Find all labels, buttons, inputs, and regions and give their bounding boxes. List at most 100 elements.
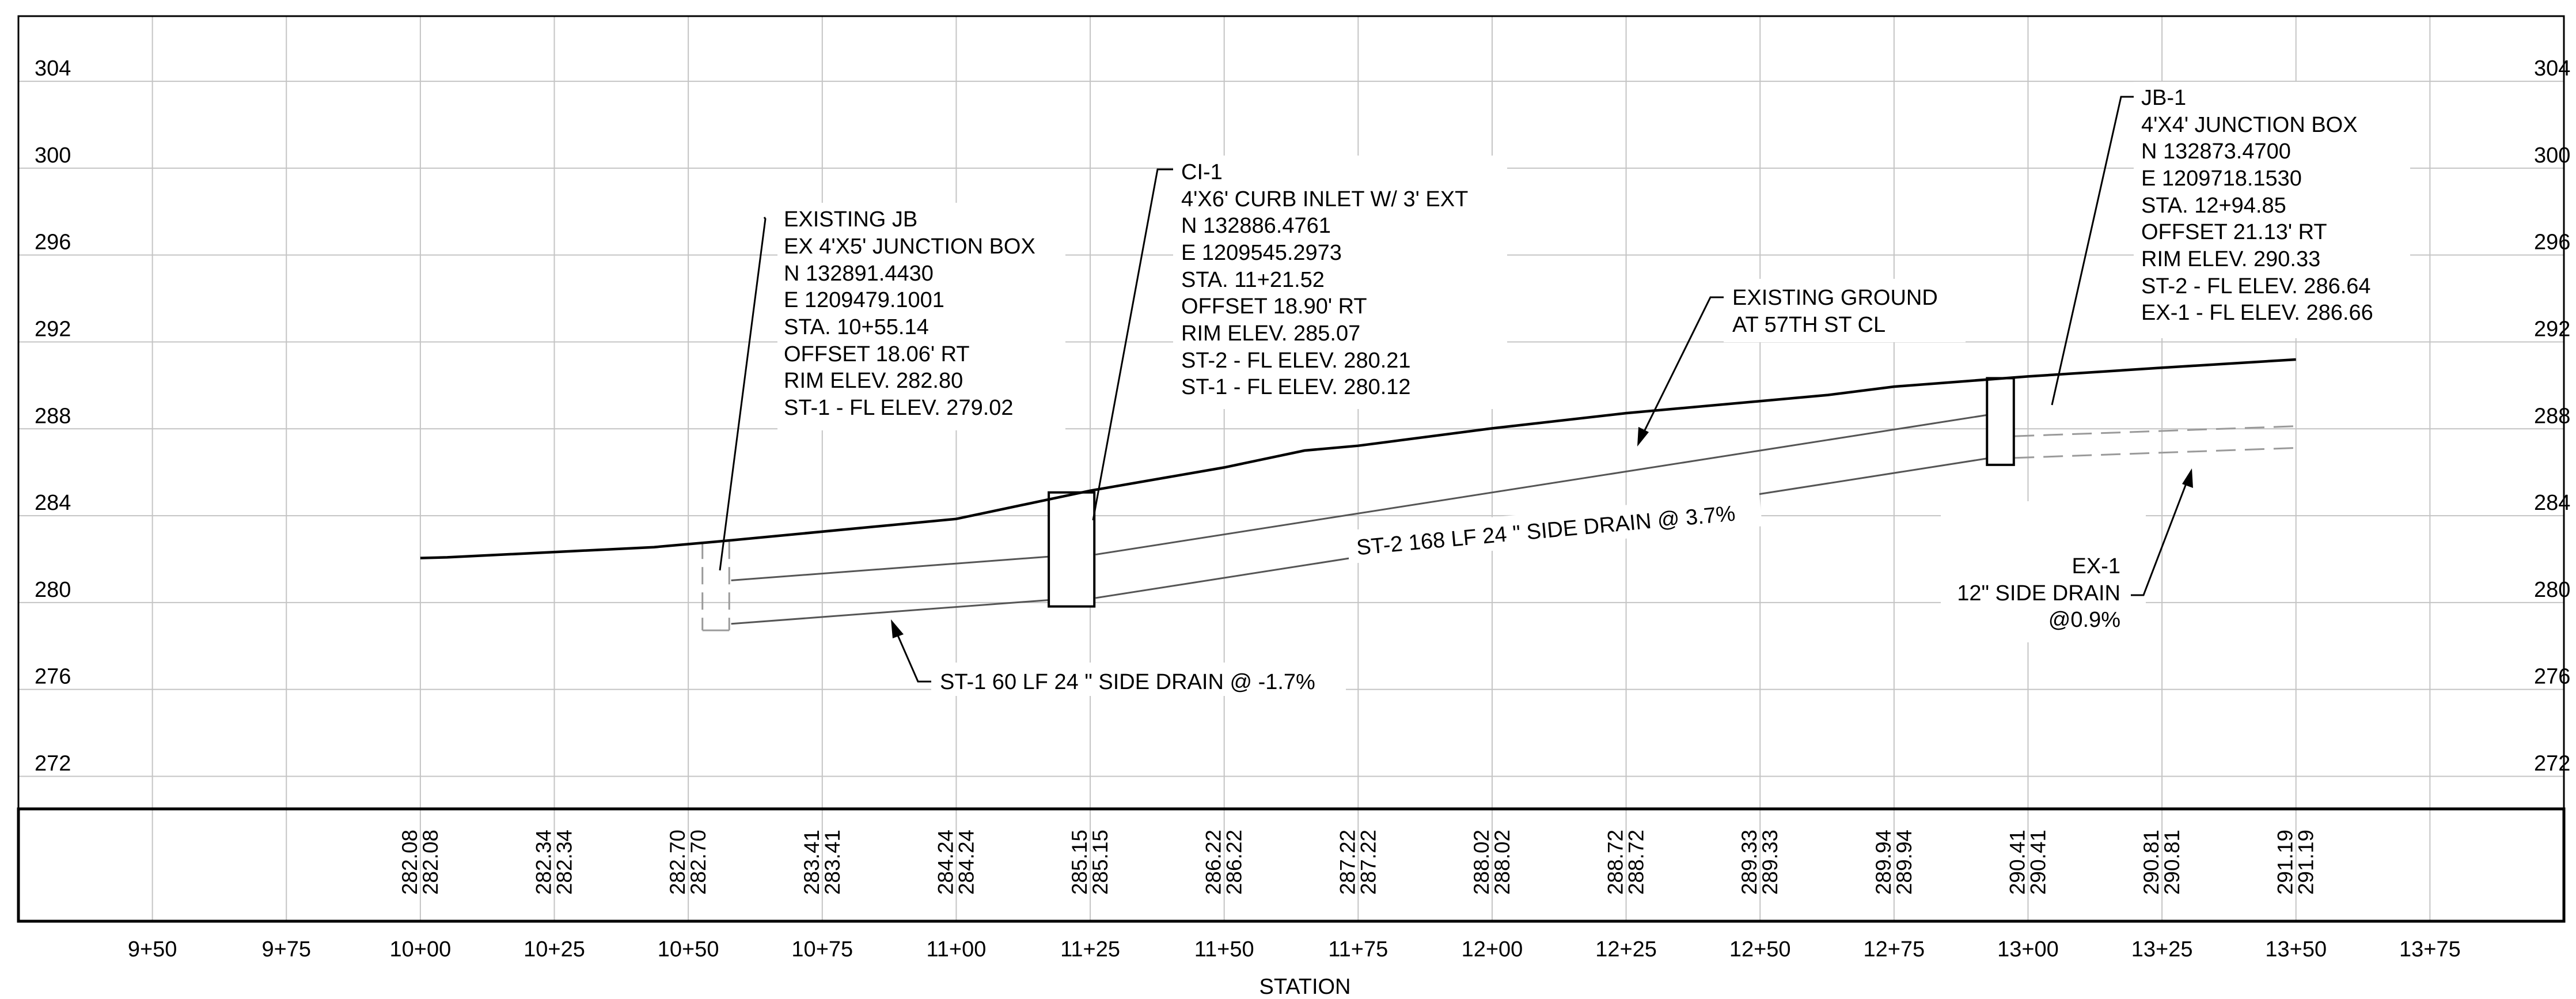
elevation-label-mask (2527, 314, 2564, 341)
callout-jb-1-line: JB-1 (2141, 86, 2186, 110)
callout-existing-jb-line: E 1209479.1001 (784, 288, 944, 312)
station-tick-label: 12+25 (1595, 937, 1657, 962)
elevation-tick-label-left: 296 (35, 230, 71, 255)
elevation-label-mask (28, 227, 77, 254)
proposed-elevation-value: 284.24 (954, 830, 978, 895)
callout-ex-1-arrowhead (2182, 468, 2193, 488)
existing-elevation-value: 282.34 (532, 830, 556, 895)
station-tick-label: 12+75 (1863, 937, 1925, 962)
existing-elevation-value: 283.41 (800, 830, 824, 895)
proposed-elevation-value: 288.02 (1490, 830, 1514, 895)
callout-existing-jb-mask (777, 203, 1065, 430)
callout-jb-1-mask (2134, 82, 2410, 338)
st-1-label-arrowhead (891, 619, 904, 638)
callout-existing-jb-leader (719, 217, 767, 571)
station-tick-label: 13+50 (2265, 937, 2327, 962)
existing-elevation-value: 286.22 (1202, 830, 1226, 895)
elevation-label-mask (2527, 574, 2564, 601)
existing-elevation-value: 290.41 (2005, 830, 2029, 895)
existing-elevation-value: 288.02 (1470, 830, 1493, 895)
callout-ci-1-mask (1173, 156, 1507, 409)
callout-ci-1-line: N 132886.4761 (1181, 214, 1331, 238)
callout-jb-1-line: E 1209718.1530 (2141, 166, 2302, 191)
callout-existing-jb-line: OFFSET 18.06' RT (784, 342, 970, 366)
pipe-ex-1-invert (2014, 446, 2296, 459)
existing-elevation-value: 288.72 (1604, 830, 1627, 895)
callout-ex-1-line: 12" SIDE DRAIN (1957, 581, 2120, 606)
callout-existing-jb-line: EXISTING JB (784, 207, 917, 232)
elevation-label-mask (28, 748, 77, 775)
elevation-tick-label-left: 284 (35, 491, 71, 515)
proposed-elevation-value: 285.15 (1088, 830, 1112, 895)
proposed-elevation-value: 283.41 (821, 830, 844, 895)
callout-existing-jb-line: N 132891.4430 (784, 262, 934, 286)
elevation-label-mask (2527, 661, 2564, 688)
station-tick-label: 13+75 (2399, 937, 2461, 962)
drainage-structures (701, 377, 2015, 631)
callout-ci-1-line: ST-2 - FL ELEV. 280.21 (1181, 349, 1411, 373)
pipe-st-1-crown (731, 555, 1050, 581)
proposed-elevation-value: 282.34 (553, 830, 576, 895)
elevation-tick-label-left: 304 (35, 56, 71, 81)
elevation-label-mask (2527, 140, 2564, 167)
station-tick-label: 9+75 (261, 937, 311, 962)
elevation-label-mask (28, 488, 77, 515)
station-tick-label: 11+00 (926, 937, 986, 962)
existing-elevation-value: 290.81 (2139, 830, 2163, 895)
callout-jb-1-line: RIM ELEV. 290.33 (2141, 247, 2320, 271)
callout-ci-1-line: 4'X6' CURB INLET W/ 3' EXT (1181, 187, 1468, 211)
x-axis-title: STATION (1259, 975, 1350, 999)
callout-existing-jb-line: ST-1 - FL ELEV. 279.02 (784, 396, 1014, 420)
elevation-label-mask (28, 314, 77, 341)
station-tick-label: 11+75 (1328, 937, 1388, 962)
callout-existing-ground-arrowhead (1637, 427, 1649, 446)
elevation-label-mask (2527, 401, 2564, 428)
elevation-label-mask (28, 54, 77, 81)
callout-ci-1-line: RIM ELEV. 285.07 (1181, 321, 1360, 346)
station-tick-label: 11+50 (1194, 937, 1254, 962)
existing-elevation-value: 291.19 (2274, 830, 2297, 895)
proposed-elevation-value: 287.22 (1356, 830, 1380, 895)
callout-ci-1: CI-1 4'X6' CURB INLET W/ 3' EXT N 132886… (1092, 156, 1507, 521)
proposed-elevation-value: 289.94 (1892, 830, 1916, 895)
st-2-label-mask (1346, 493, 1762, 564)
elevation-label-mask (28, 574, 77, 601)
station-tick-label: 10+25 (523, 937, 585, 962)
callout-ci-1-line: STA. 11+21.52 (1181, 268, 1325, 292)
station-tick-label: 11+25 (1060, 937, 1120, 962)
callout-existing-ground: EXISTING GROUND AT 57TH ST CL (1637, 279, 1966, 446)
existing-elevation-value: 284.24 (934, 830, 957, 895)
elevation-tick-label-right: 280 (2534, 578, 2570, 602)
callout-existing-jb-line: RIM ELEV. 282.80 (784, 369, 963, 393)
existing-elevation-value: 282.70 (666, 830, 689, 895)
proposed-elevation-value: 290.81 (2160, 830, 2184, 895)
callout-jb-1-line: N 132873.4700 (2141, 139, 2291, 164)
elevation-tick-label-left: 292 (35, 317, 71, 341)
existing-elevation-value: 287.22 (1336, 830, 1359, 895)
elevation-label-mask (28, 401, 77, 428)
callout-jb-1: JB-1 4'X4' JUNCTION BOX N 132873.4700 E … (2051, 82, 2410, 406)
structure-ci-1 (1048, 491, 1096, 608)
callout-ci-1-line: CI-1 (1181, 160, 1223, 184)
elevation-tick-label-right: 276 (2534, 665, 2570, 689)
proposed-elevation-value: 290.41 (2026, 830, 2050, 895)
callout-jb-1-line: STA. 12+94.85 (2141, 194, 2286, 218)
callout-existing-jb-line: STA. 10+55.14 (784, 315, 929, 339)
st-1-label-group: ST-1 60 LF 24 " SIDE DRAIN @ -1.7% (891, 619, 1346, 696)
elevation-tick-label-right: 288 (2534, 404, 2570, 428)
elevation-tick-label-right: 300 (2534, 143, 2570, 168)
callout-ex-1-line: EX-1 (2072, 554, 2120, 578)
pipe-st-1-invert (731, 599, 1050, 625)
pipe-ex-1-crown (2014, 425, 2296, 437)
elevation-tick-label-right: 296 (2534, 230, 2570, 255)
callout-jb-1-leader (2051, 96, 2135, 406)
station-tick-label: 10+00 (390, 937, 452, 962)
existing-elevation-value: 289.94 (1872, 830, 1895, 895)
callout-jb-1-line: ST-2 - FL ELEV. 286.64 (2141, 274, 2371, 298)
elevation-tick-label-left: 280 (35, 578, 71, 602)
elevation-tick-label-left: 272 (35, 751, 71, 775)
callout-ex-1-line: @0.9% (2048, 608, 2120, 632)
callout-existing-jb: EXISTING JB EX 4'X5' JUNCTION BOX N 1328… (719, 203, 1065, 571)
station-tick-label: 13+25 (2131, 937, 2193, 962)
